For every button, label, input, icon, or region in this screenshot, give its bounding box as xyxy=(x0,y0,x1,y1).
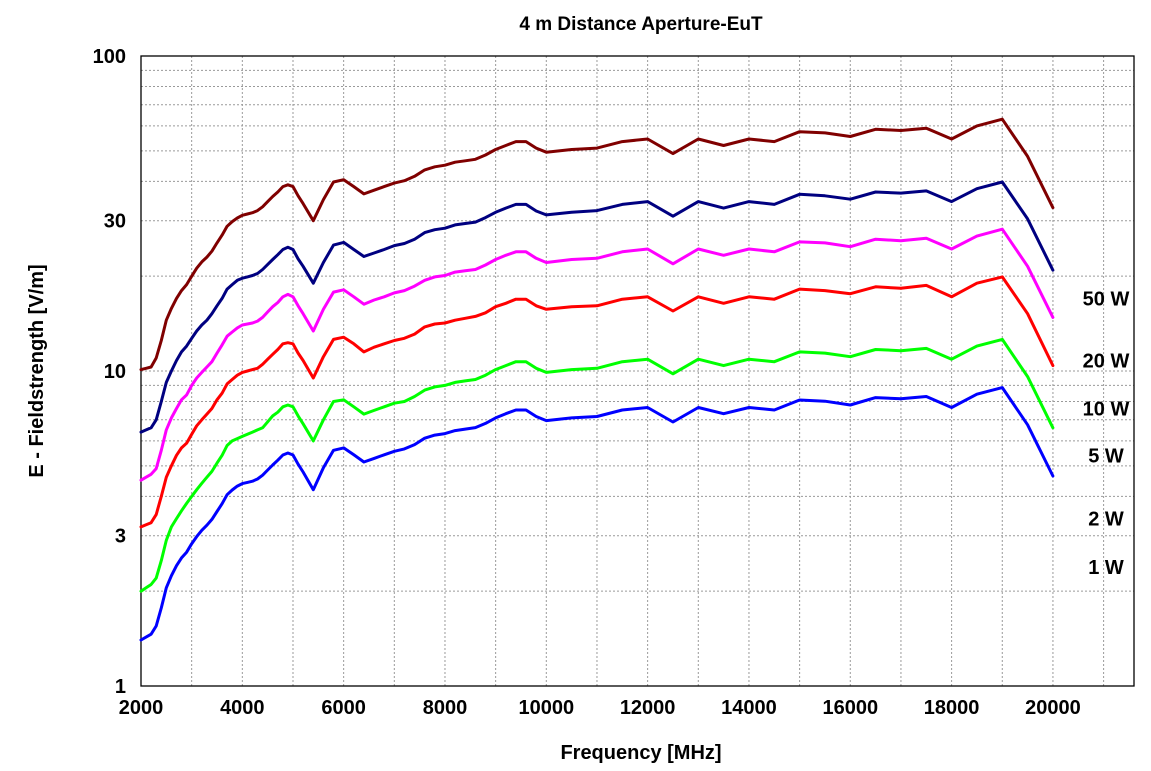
x-tick-label: 12000 xyxy=(620,697,676,719)
series-line xyxy=(139,337,1055,593)
y-tick-label: 100 xyxy=(93,46,126,68)
series-line xyxy=(139,117,1055,372)
series-lines xyxy=(139,117,1055,642)
x-tick-label: 2000 xyxy=(119,697,164,719)
x-tick-labels: 2000 4000 6000 8000 10000 12000 14000 16000 1800… xyxy=(119,697,1081,719)
x-tick-label: 6000 xyxy=(321,697,366,719)
series-label: 2 W xyxy=(1088,509,1124,531)
x-tick-label: 8000 xyxy=(423,697,468,719)
series-line xyxy=(139,386,1055,642)
series-line xyxy=(139,180,1055,434)
y-tick-label: 3 xyxy=(115,526,126,548)
series-label: 5 W xyxy=(1088,445,1124,467)
y-tick-label: 1 xyxy=(115,676,126,698)
x-tick-label: 4000 xyxy=(220,697,265,719)
x-axis-label: Frequency [MHz] xyxy=(560,742,721,764)
x-tick-label: 14000 xyxy=(721,697,777,719)
x-tick-label: 20000 xyxy=(1025,697,1081,719)
series-line xyxy=(139,275,1055,529)
chart-title: 4 m Distance Aperture-EuT xyxy=(519,14,763,35)
series-label: 10 W xyxy=(1083,399,1130,421)
y-tick-label: 30 xyxy=(104,211,126,233)
series-label: 1 W xyxy=(1088,557,1124,579)
y-tick-labels: 1 3 10 30 100 xyxy=(93,46,126,698)
grid xyxy=(141,56,1134,686)
y-axis-label: E - Fieldstrength [V/m] xyxy=(26,264,48,477)
series-label: 20 W xyxy=(1083,350,1130,372)
series-label: 50 W xyxy=(1083,288,1130,310)
series-line xyxy=(139,227,1055,482)
x-tick-label: 16000 xyxy=(822,697,878,719)
x-tick-label: 18000 xyxy=(924,697,980,719)
x-tick-label: 10000 xyxy=(518,697,574,719)
y-tick-label: 10 xyxy=(104,361,126,383)
series-labels: 50 W 20 W 10 W 5 W 2 W 1 W xyxy=(1083,288,1130,578)
